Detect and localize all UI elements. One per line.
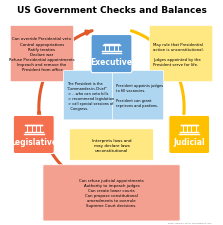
Text: Can override Presidential veto
Control appropriations
Ratify treaties
Declare wa: Can override Presidential veto Control a… xyxy=(9,37,75,71)
Text: public domain art by mspowerpnt.com: public domain art by mspowerpnt.com xyxy=(168,222,212,223)
FancyBboxPatch shape xyxy=(149,26,213,82)
Text: May rule that Presidential
action is unconstitutional.

Judges appointed by the
: May rule that Presidential action is unc… xyxy=(153,42,204,66)
Text: Interprets laws and
may declare laws
unconstitutional: Interprets laws and may declare laws unc… xyxy=(92,138,131,152)
Text: Executive: Executive xyxy=(91,57,132,66)
FancyBboxPatch shape xyxy=(70,129,153,161)
Text: The President is the
"Commander-in-Chief"
 > ...who can veto bills
 > recommend : The President is the "Commander-in-Chief… xyxy=(67,81,114,110)
FancyBboxPatch shape xyxy=(10,26,74,82)
FancyBboxPatch shape xyxy=(113,71,164,120)
FancyBboxPatch shape xyxy=(91,35,132,73)
Text: Judicial: Judicial xyxy=(173,138,205,147)
FancyBboxPatch shape xyxy=(43,165,180,221)
Text: President appoints judges
to fill vacancies.

President can grant
reprieves and : President appoints judges to fill vacanc… xyxy=(116,84,163,108)
FancyBboxPatch shape xyxy=(13,116,54,154)
Text: Can refuse judicial appointments
Authority to impeach judges
Can create lower co: Can refuse judicial appointments Authori… xyxy=(79,178,144,207)
FancyBboxPatch shape xyxy=(63,71,115,120)
Text: Legislative: Legislative xyxy=(10,138,57,147)
Text: US Government Checks and Balances: US Government Checks and Balances xyxy=(17,6,206,15)
FancyBboxPatch shape xyxy=(169,116,210,154)
